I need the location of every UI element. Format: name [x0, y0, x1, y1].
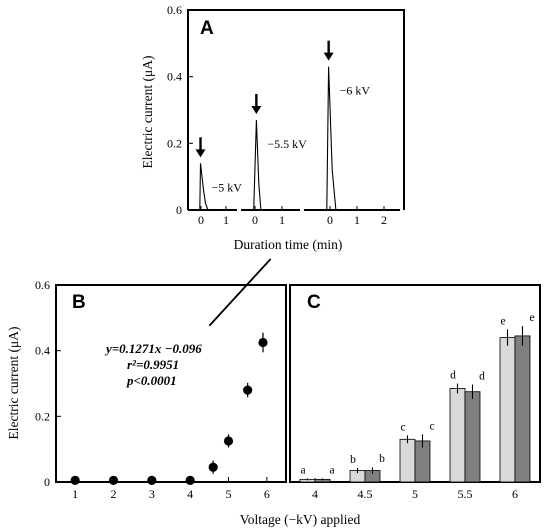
- panel-c-x-tick-label: 6: [512, 487, 518, 501]
- shared-x-axis-label: Voltage (−kV) applied: [240, 512, 361, 527]
- panel-b-x-tick-label: 6: [264, 487, 270, 501]
- panel-a: A Electric current (μA) Duration time (m…: [140, 3, 405, 252]
- panel-a-x-axis-label: Duration time (min): [234, 237, 343, 252]
- regression-equation: y=0.1271x −0.096: [104, 341, 202, 356]
- panel-c-significance-letter: e: [500, 315, 505, 327]
- panel-c-letter: C: [307, 292, 321, 313]
- panel-c-x-tick-label: 4: [312, 487, 318, 501]
- panel-a-voltage-label-2: −5.5 kV: [267, 137, 307, 151]
- panel-c-significance-letter: b: [379, 453, 385, 465]
- panel-c-significance-letter: a: [300, 464, 305, 476]
- panel-b-y-axis-label: Electric current (μA): [6, 327, 21, 440]
- panel-a-x-tick-label: 1: [354, 213, 360, 227]
- panel-c-significance-letter: b: [350, 454, 356, 466]
- panel-b-x-tick-label: 1: [72, 487, 78, 501]
- panel-c-significance-letter: e: [529, 312, 534, 324]
- panel-a-y-axis-label: Electric current (μA): [140, 56, 155, 169]
- panel-a-voltage-label-3: −6 kV: [340, 84, 371, 98]
- panel-a-x-tick-label: 0: [327, 213, 333, 227]
- panel-a-arrowhead-1: [195, 149, 206, 158]
- panel-b-y-tick-label: 0.6: [35, 278, 50, 292]
- panel-c-significance-letter: a: [329, 464, 334, 476]
- panel-a-peak-trace-3: [326, 66, 337, 211]
- panel-b-x-tick-label: 4: [187, 487, 193, 501]
- panel-a-y-tick-label: 0.6: [167, 3, 182, 17]
- panel-b-x-tick-label: 3: [149, 487, 155, 501]
- panel-c-x-tick-label: 5.5: [458, 487, 473, 501]
- panel-b-y-tick-label: 0.4: [35, 344, 50, 358]
- panel-b-data-point: [147, 475, 157, 485]
- panel-a-y-tick-label: 0.4: [167, 70, 182, 84]
- panel-b-y-tick-label: 0: [44, 475, 50, 489]
- panel-a-letter: A: [200, 18, 214, 39]
- panel-a-x-tick-label: 1: [223, 213, 229, 227]
- panel-c-bar: [499, 337, 516, 483]
- panel-c-x-tick-label: 5: [412, 487, 418, 501]
- panel-b-data-point: [208, 462, 218, 472]
- panel-b-data-point: [223, 436, 234, 446]
- panel-c-bar: [514, 335, 531, 483]
- panel-a-x-tick-label: 2: [381, 213, 387, 227]
- panel-a-peak-trace-1: [199, 163, 209, 211]
- panel-b-data-point: [243, 385, 253, 395]
- panel-b-data-point: [108, 475, 119, 485]
- panel-c-bar: [399, 438, 416, 483]
- panel-b-x-tick-label: 2: [111, 487, 117, 501]
- panel-a-x-tick-label: 0: [252, 213, 258, 227]
- regression-r-squared: r²=0.9951: [127, 357, 179, 372]
- panel-c-significance-letter: d: [450, 370, 456, 382]
- panel-b-x-tick-label: 5: [226, 487, 232, 501]
- panel-b-regression-line: [208, 258, 272, 327]
- panel-c-bar: [464, 391, 481, 483]
- panel-a-y-tick-label: 0: [176, 203, 182, 217]
- panel-a-y-tick-label: 0.2: [167, 136, 182, 150]
- regression-p-value: p<0.0001: [126, 373, 177, 388]
- panel-b-letter: B: [72, 292, 86, 313]
- panel-a-voltage-label-1: −5 kV: [212, 180, 243, 194]
- panel-a-x-tick-label: 1: [279, 213, 285, 227]
- panel-b-frame: [55, 284, 287, 483]
- panel-b-data-point: [258, 337, 268, 348]
- panel-b-data-point: [70, 475, 80, 485]
- panel-b-data-point: [185, 475, 195, 485]
- panel-c-bar: [449, 388, 466, 483]
- panel-c-significance-letter: c: [400, 421, 405, 433]
- panel-c: C 4a a 4.5 b b 5 c c 5.5 d d 6 e e: [289, 284, 541, 501]
- panel-a-frame: [187, 9, 405, 210]
- panel-c-significance-letter: d: [479, 370, 485, 382]
- panel-b-y-tick-label: 0.2: [35, 409, 50, 423]
- panel-a-arrowhead-3: [323, 52, 334, 61]
- panel-a-peak-trace-2: [253, 119, 262, 211]
- panel-b: B Electric current (μA) y=0.1271x −0.096…: [6, 258, 287, 501]
- panel-c-significance-letter: c: [429, 420, 434, 432]
- panel-a-arrowhead-2: [251, 106, 262, 114]
- panel-a-x-tick-label: 0: [198, 213, 204, 227]
- panel-c-x-tick-label: 4.5: [358, 487, 373, 501]
